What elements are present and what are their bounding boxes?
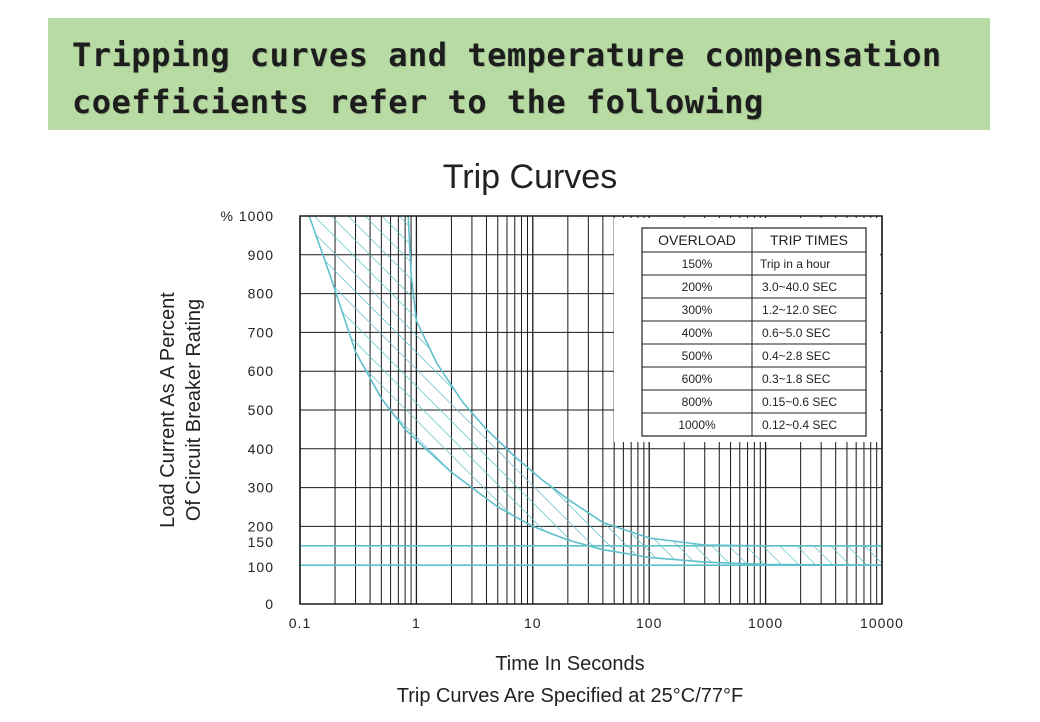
y-axis-label-2: Of Circuit Breaker Rating — [183, 299, 205, 521]
x-axis-label: Time In Seconds — [495, 653, 644, 675]
table-cell-trip-time: 0.15~0.6 SEC — [762, 395, 837, 409]
chart-title: Trip Curves — [443, 158, 617, 196]
table-background — [614, 218, 880, 442]
y-tick-label: 400 — [248, 441, 274, 457]
slow-trip-curve — [407, 216, 882, 547]
table-cell-overload: 400% — [682, 326, 713, 340]
trip-band-fill — [309, 216, 882, 566]
table-cell-trip-time: 0.12~0.4 SEC — [762, 418, 837, 432]
table-cell-overload: 150% — [682, 257, 713, 271]
table-cell-overload: 800% — [682, 395, 713, 409]
x-tick-label: 10000 — [860, 615, 904, 631]
x-tick-label: 1 — [412, 615, 421, 631]
y-tick-label: 900 — [248, 247, 274, 263]
table-cell-trip-time: 1.2~12.0 SEC — [762, 303, 837, 317]
banner-title: Tripping curves and temperature compensa… — [72, 32, 972, 126]
table-cell-overload: 1000% — [678, 418, 716, 432]
table-cell-trip-time: 0.3~1.8 SEC — [762, 372, 831, 386]
banner-line-1: Tripping curves and temperature compensa… — [72, 36, 942, 74]
x-tick-label: 100 — [636, 615, 662, 631]
table-cell-overload: 500% — [682, 349, 713, 363]
y-tick-label: 700 — [248, 324, 274, 340]
x-tick-label: 0.1 — [289, 615, 311, 631]
table-header-cell: OVERLOAD — [658, 232, 736, 248]
table-cell-overload: 600% — [682, 372, 713, 386]
table-cell-overload: 300% — [682, 303, 713, 317]
table-header-cell: TRIP TIMES — [770, 232, 848, 248]
y-axis-label-1: Load Current As A Percent — [157, 292, 179, 528]
table-cell-trip-time: 0.4~2.8 SEC — [762, 349, 831, 363]
plot-frame — [299, 215, 883, 605]
table-border — [641, 227, 867, 437]
y-tick-label: 200 — [248, 518, 274, 534]
y-tick-label: 0 — [265, 596, 274, 612]
table-cell-overload: 200% — [682, 280, 713, 294]
y-tick-label: 150 — [248, 534, 274, 550]
y-tick-label: 300 — [248, 480, 274, 496]
chart-footnote: Trip Curves Are Specified at 25°C/77°F — [397, 685, 744, 707]
y-tick-label: 800 — [248, 286, 274, 302]
y-tick-label: % 1000 — [221, 208, 274, 224]
table-cell-trip-time: 0.6~5.0 SEC — [762, 326, 831, 340]
x-tick-label: 10 — [524, 615, 542, 631]
trip-times-table: OVERLOAD TRIP TIMES 150% Trip in a hour 200%… — [614, 218, 880, 442]
y-tick-label: 600 — [248, 363, 274, 379]
fast-trip-curve — [308, 216, 882, 566]
y-tick-label: 100 — [248, 559, 274, 575]
header-banner: Tripping curves and temperature compensa… — [48, 18, 990, 130]
y-tick-label: 500 — [248, 402, 274, 418]
trip-band — [300, 216, 882, 567]
banner-line-2: coefficients refer to the following — [72, 83, 764, 121]
x-tick-label: 1000 — [748, 615, 783, 631]
table-cell-trip-time: 3.0~40.0 SEC — [762, 280, 837, 294]
table-cell-trip-time: Trip in a hour — [760, 257, 830, 271]
